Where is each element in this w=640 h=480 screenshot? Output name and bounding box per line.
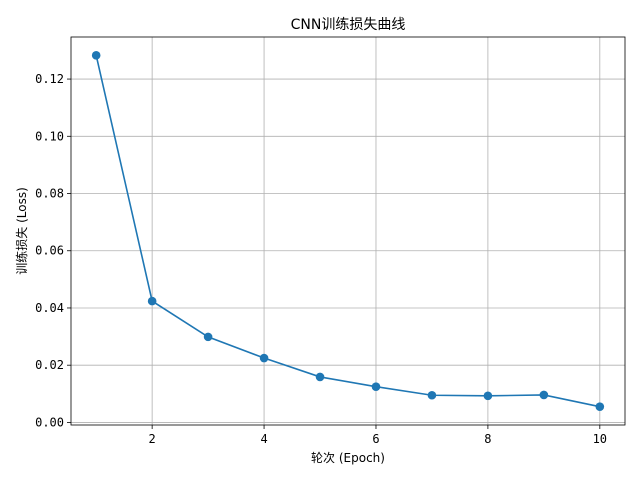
loss-data-point (483, 391, 493, 401)
loss-data-point (315, 372, 325, 382)
loss-data-point (147, 296, 157, 306)
y-tick-label: 0.06 (35, 244, 64, 258)
y-tick-label: 0.10 (35, 129, 64, 143)
loss-series-line (95, 55, 600, 408)
loss-data-point (91, 51, 101, 60)
x-tick-label: 4 (260, 432, 267, 446)
x-tick-label: 8 (484, 432, 491, 446)
loss-data-point (539, 390, 549, 400)
loss-data-point (427, 390, 437, 400)
loss-data-point (259, 353, 269, 363)
x-tick-label: 2 (149, 432, 156, 446)
y-tick-label: 0.08 (35, 187, 64, 201)
loss-data-point (595, 402, 605, 411)
x-axis-label: 轮次 (Epoch) (311, 451, 385, 465)
y-axis-label: 训练损失 (Loss) (14, 187, 29, 275)
x-tick-label: 10 (593, 432, 607, 446)
y-tick-label: 0.04 (35, 301, 64, 315)
y-tick-label: 0.02 (35, 358, 64, 372)
plot-frame (70, 36, 626, 426)
grid-lines (71, 37, 625, 425)
loss-data-point (371, 382, 381, 391)
y-axis: 0.00 0.02 0.04 0.06 0.08 0.10 0.12 (35, 72, 71, 429)
loss-data-point (203, 332, 213, 342)
x-tick-label: 6 (372, 432, 379, 446)
series-group (91, 51, 605, 411)
y-tick-label: 0.00 (35, 415, 64, 429)
x-axis: 2 4 6 8 10 (149, 425, 607, 446)
chart-title: CNN训练损失曲线 (291, 17, 406, 33)
y-tick-label: 0.12 (35, 72, 64, 86)
